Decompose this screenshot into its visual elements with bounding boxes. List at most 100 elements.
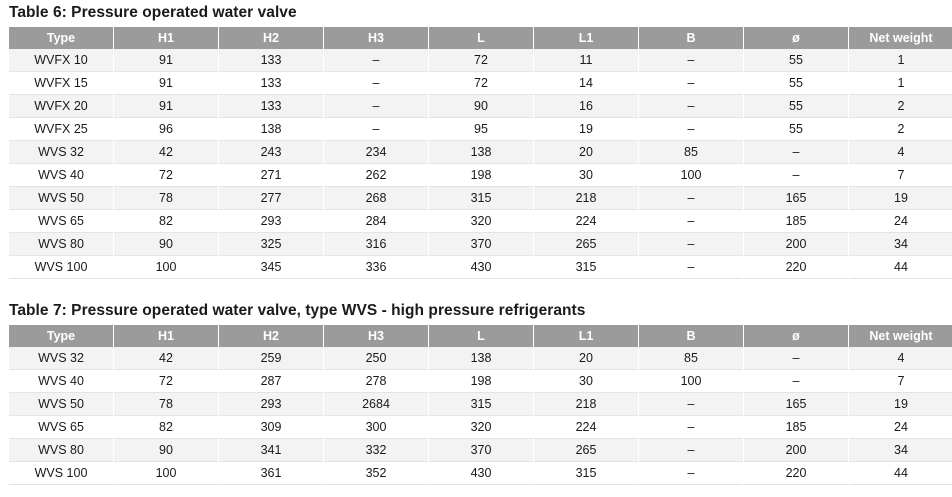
table-cell: 1	[849, 49, 952, 72]
table-cell: 44	[849, 256, 952, 279]
column-header: H1	[114, 27, 218, 49]
table-cell: 224	[534, 210, 638, 233]
table-cell: –	[639, 393, 743, 416]
table-cell: 315	[429, 187, 533, 210]
table-cell: 85	[639, 141, 743, 164]
table-cell: WVS 100	[9, 462, 113, 485]
table-cell: 91	[114, 72, 218, 95]
table-cell: 309	[219, 416, 323, 439]
table-cell: 430	[429, 462, 533, 485]
table-cell: 220	[744, 462, 848, 485]
table-cell: 370	[429, 233, 533, 256]
column-header: H2	[219, 325, 323, 347]
table-cell: 91	[114, 95, 218, 118]
table-cell: WVS 65	[9, 416, 113, 439]
column-header: Net weight	[849, 27, 952, 49]
column-header: H2	[219, 27, 323, 49]
table-cell: 20	[534, 347, 638, 370]
table-cell: 100	[639, 370, 743, 393]
table-cell: 300	[324, 416, 428, 439]
table-cell: WVFX 20	[9, 95, 113, 118]
table-cell: 30	[534, 164, 638, 187]
table-cell: 316	[324, 233, 428, 256]
table-cell: 2	[849, 118, 952, 141]
table-7-body: WVS 32 42 259 250 138 20 85–4 WVS 40 72 287 278 198…	[9, 347, 952, 485]
table-cell: 220	[744, 256, 848, 279]
table-cell: 370	[429, 439, 533, 462]
table-cell: 82	[114, 416, 218, 439]
table-cell: 16	[534, 95, 638, 118]
table-cell: WVS 40	[9, 370, 113, 393]
table-cell: 430	[429, 256, 533, 279]
table-cell: WVS 32	[9, 141, 113, 164]
table-cell: 85	[639, 347, 743, 370]
column-header: Type	[9, 27, 113, 49]
table-cell: WVS 80	[9, 233, 113, 256]
table-cell: 100	[639, 164, 743, 187]
table-cell: 278	[324, 370, 428, 393]
table-cell: 361	[219, 462, 323, 485]
table-cell: 200	[744, 439, 848, 462]
table-cell: –	[744, 141, 848, 164]
table-cell: 352	[324, 462, 428, 485]
table-cell: 90	[114, 233, 218, 256]
table-cell: 4	[849, 347, 952, 370]
table-cell: WVS 50	[9, 187, 113, 210]
table-cell: 138	[219, 118, 323, 141]
table-cell: 185	[744, 210, 848, 233]
table-row: WVS 65 82 293 284 320 224–185 24	[9, 210, 952, 233]
table-cell: –	[324, 118, 428, 141]
table-cell: 293	[219, 393, 323, 416]
table-cell: 55	[744, 95, 848, 118]
table-cell: 287	[219, 370, 323, 393]
table-cell: WVS 50	[9, 393, 113, 416]
table-cell: 42	[114, 141, 218, 164]
table-cell: 234	[324, 141, 428, 164]
column-header: ø	[744, 325, 848, 347]
column-header: ø	[744, 27, 848, 49]
table-cell: 271	[219, 164, 323, 187]
table-cell: –	[639, 439, 743, 462]
table-cell: 91	[114, 49, 218, 72]
table-cell: 4	[849, 141, 952, 164]
table-cell: 78	[114, 187, 218, 210]
table-cell: 284	[324, 210, 428, 233]
table-cell: WVS 100	[9, 256, 113, 279]
table-cell: WVFX 15	[9, 72, 113, 95]
table-cell: –	[744, 164, 848, 187]
table-6-body: WVFX 10 91 133–72 11–55 1 WVFX 15 91 133–72 14–5…	[9, 49, 952, 279]
table-row: WVS 32 42 243 234 138 20 85–4	[9, 141, 952, 164]
table-cell: –	[639, 118, 743, 141]
table-row: WVS 80 90 341 332 370 265–200 34	[9, 439, 952, 462]
table-cell: 30	[534, 370, 638, 393]
table-cell: –	[324, 72, 428, 95]
table-cell: –	[639, 256, 743, 279]
table-row: WVS 50 78 293 2684 315 218–165 19	[9, 393, 952, 416]
column-header: L	[429, 27, 533, 49]
table-cell: 44	[849, 462, 952, 485]
table-cell: –	[324, 49, 428, 72]
table-row: WVFX 20 91 133–90 16–55 2	[9, 95, 952, 118]
table-cell: 268	[324, 187, 428, 210]
table-cell: 20	[534, 141, 638, 164]
table-cell: WVS 32	[9, 347, 113, 370]
table-cell: –	[639, 416, 743, 439]
table-cell: 72	[114, 370, 218, 393]
table-cell: 90	[114, 439, 218, 462]
table-cell: 55	[744, 118, 848, 141]
column-header: H3	[324, 325, 428, 347]
table-cell: 185	[744, 416, 848, 439]
table-cell: 42	[114, 347, 218, 370]
table-7-title: Table 7: Pressure operated water valve, …	[9, 302, 586, 319]
table-cell: 2684	[324, 393, 428, 416]
column-header: H1	[114, 325, 218, 347]
table-cell: 277	[219, 187, 323, 210]
table-cell: WVFX 25	[9, 118, 113, 141]
table-cell: 259	[219, 347, 323, 370]
table-cell: –	[639, 233, 743, 256]
table-cell: 198	[429, 164, 533, 187]
table-row: WVS 40 72 287 278 198 30 100–7	[9, 370, 952, 393]
table-6-title: Table 6: Pressure operated water valve	[9, 4, 297, 21]
table-row: WVS 40 72 271 262 198 30 100–7	[9, 164, 952, 187]
